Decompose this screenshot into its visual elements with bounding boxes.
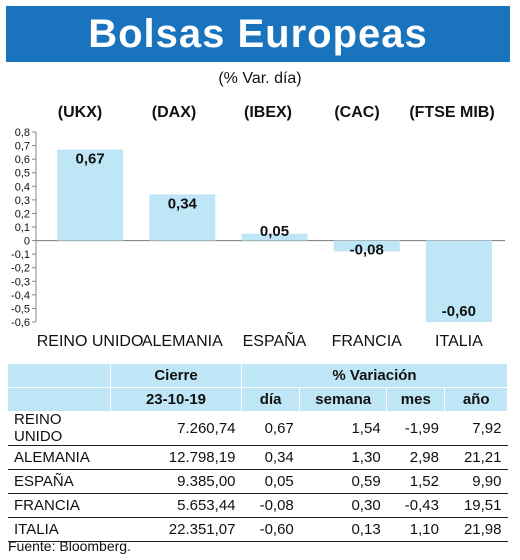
table-row: ESPAÑA 9.385,00 0,05 0,59 1,52 9,90 — [8, 470, 508, 494]
data-label: 0,34 — [168, 195, 198, 212]
header-empty — [8, 364, 111, 388]
cell-dia: 0,34 — [264, 449, 294, 466]
cell-dia: -0,60 — [259, 521, 294, 538]
cell-dia: 0,67 — [264, 419, 294, 437]
y-tick-label: 0,4 — [15, 181, 30, 193]
table-row: ALEMANIA 12.798,19 0,34 1,30 2,98 21,21 — [8, 446, 508, 470]
category-label: FRANCIA — [332, 333, 403, 350]
page-title: Bolsas Europeas — [88, 11, 428, 56]
y-tick-label: 0,1 — [15, 222, 30, 234]
y-tick-label: 0,3 — [15, 195, 30, 207]
header-date: 23-10-19 — [110, 387, 242, 411]
ticker-ftse-mib: (FTSE MIB) — [409, 104, 495, 121]
cell-name: REINO UNIDO — [14, 411, 63, 445]
cell-semana: 0,13 — [351, 521, 381, 538]
bar — [425, 240, 492, 322]
cell-cierre: 9.385,00 — [177, 473, 236, 490]
header-variacion: % Variación — [241, 364, 508, 388]
ticker-dax: (DAX) — [151, 104, 197, 121]
ticker-row: (UKX) (DAX) (IBEX) (CAC) (FTSE MIB) — [0, 104, 520, 126]
cell-name: ITALIA — [14, 521, 59, 538]
y-tick-label: -0,4 — [11, 290, 30, 302]
cell-name: ESPAÑA — [14, 473, 74, 490]
cell-mes: -1,99 — [404, 419, 439, 437]
y-tick-label: 0,5 — [15, 168, 30, 180]
data-label: 0,05 — [260, 223, 289, 240]
table-header-row: Cierre % Variación — [8, 364, 508, 388]
source-note: Fuente: Bloomberg. — [8, 538, 131, 554]
category-label: ESPAÑA — [243, 330, 307, 350]
table-body: REINO UNIDO 7.260,74 0,67 1,54 -1,99 7,92 ALEM… — [8, 411, 508, 542]
cell-ano: 9,90 — [472, 473, 502, 490]
y-tick-label: 0,2 — [15, 208, 30, 220]
header-ano: año — [444, 387, 508, 411]
bar-chart: 0,8 0,70,6 0,50,4 0,30,2 0,1 0-0,1 -0,2-0,3 -0,… — [11, 127, 505, 350]
table-row: REINO UNIDO 7.260,74 0,67 1,54 -1,99 7,92 — [8, 411, 508, 446]
cell-mes: 2,98 — [409, 449, 439, 466]
cell-ano: 7,92 — [472, 419, 502, 437]
bar — [149, 194, 216, 241]
y-tick-label: 0,8 — [15, 127, 30, 139]
y-tick-label: -0,3 — [11, 276, 30, 288]
data-label: -0,08 — [350, 242, 384, 259]
cell-dia: 0,05 — [264, 473, 294, 490]
cell-semana: 0,30 — [351, 497, 381, 514]
cell-mes: -0,43 — [404, 497, 439, 514]
bar — [57, 149, 124, 241]
data-label: -0,60 — [442, 303, 476, 320]
cell-name: FRANCIA — [14, 497, 80, 514]
header-mes: mes — [386, 387, 446, 411]
y-tick-label: -0,2 — [11, 263, 30, 275]
cell-ano: 21,21 — [463, 449, 502, 466]
category-label: REINO UNIDO — [37, 333, 144, 350]
cell-semana: 1,30 — [351, 449, 381, 466]
ticker-ukx: (UKX) — [57, 104, 103, 121]
y-tick-label: 0,7 — [15, 141, 30, 153]
cell-name: ALEMANIA — [14, 449, 90, 466]
cell-mes: 1,10 — [409, 521, 439, 538]
cell-dia: -0,08 — [259, 497, 294, 514]
category-label: ALEMANIA — [142, 333, 223, 350]
cell-cierre: 12.798,19 — [168, 449, 236, 466]
cell-cierre: 22.351,07 — [168, 521, 236, 538]
category-label: ITALIA — [435, 333, 483, 350]
cell-semana: 0,59 — [351, 473, 381, 490]
y-tick-label: 0 — [24, 236, 30, 248]
y-tick-label: -0,6 — [11, 317, 30, 329]
cell-ano: 21,98 — [463, 521, 502, 538]
header-semana: semana — [299, 387, 388, 411]
table-row: ITALIA 22.351,07 -0,60 0,13 1,10 21,98 — [8, 518, 508, 542]
table-subheader-row: 23-10-19 día semana mes año — [8, 387, 508, 411]
cell-cierre: 7.260,74 — [177, 419, 236, 437]
ticker-ibex: (IBEX) — [244, 104, 292, 121]
header-dia: día — [241, 387, 301, 411]
stock-table: Cierre % Variación 23-10-19 día semana m… — [8, 364, 508, 542]
cell-mes: 1,52 — [409, 473, 439, 490]
chart-subtitle: (% Var. día) — [218, 70, 302, 87]
header-cierre: Cierre — [110, 364, 242, 388]
bar — [241, 233, 308, 241]
ticker-cac: (CAC) — [334, 104, 380, 121]
y-tick-label: -0,5 — [11, 303, 30, 315]
header-empty-2 — [8, 387, 111, 411]
y-tick-label: -0,1 — [11, 249, 30, 261]
cell-semana: 1,54 — [351, 419, 381, 437]
table-row: FRANCIA 5.653,44 -0,08 0,30 -0,43 19,51 — [8, 494, 508, 518]
data-label: 0,67 — [75, 151, 104, 168]
y-tick-label: 0,6 — [15, 154, 30, 166]
title-banner: Bolsas Europeas — [6, 6, 510, 62]
cell-ano: 19,51 — [463, 497, 502, 514]
cell-cierre: 5.653,44 — [177, 497, 236, 514]
bar — [333, 240, 400, 252]
